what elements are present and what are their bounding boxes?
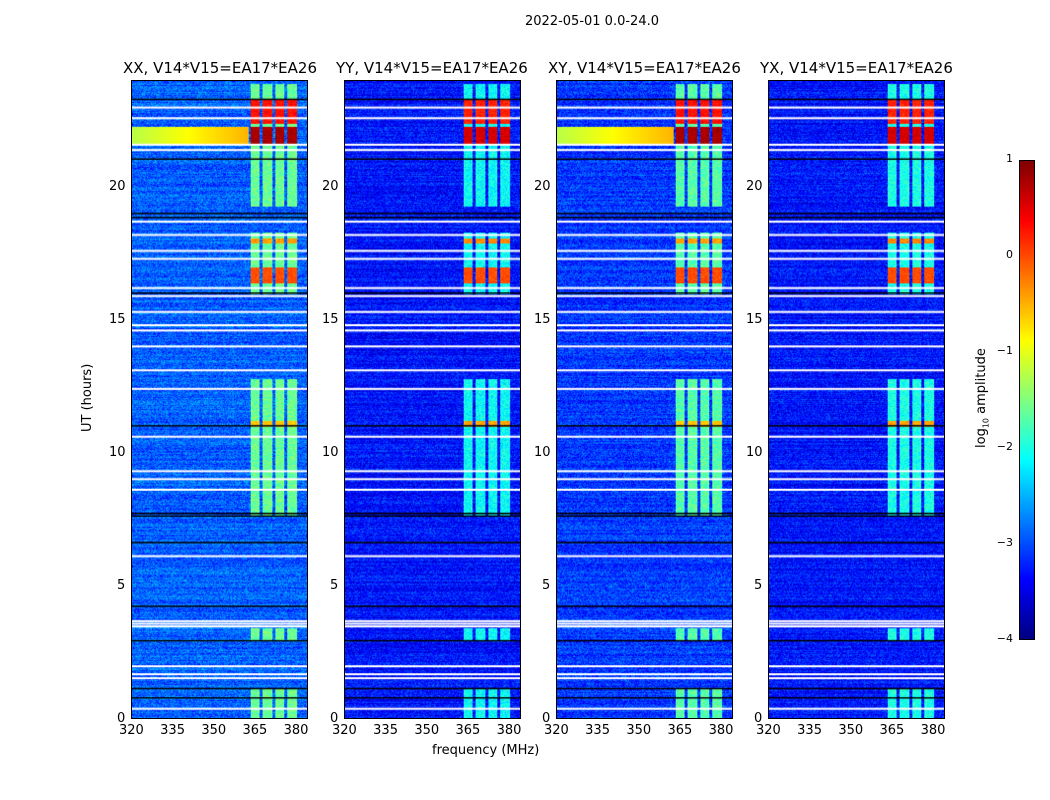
x-axis-label: frequency (MHz) [432,743,540,758]
x-tick-label: 320 [756,723,781,738]
y-tick-label: 15 [109,311,126,327]
y-tick-label: 20 [746,178,763,194]
x-tick-label: 365 [242,723,268,738]
y-tick-label: 0 [330,711,339,726]
colorbar-label: log10 amplitude [974,348,991,448]
spectrogram-panel [131,80,308,719]
colorbar-tick-label: 0 [1006,248,1013,261]
y-tick-label: 5 [754,577,763,593]
suptitle: 2022-05-01 0.0-24.0 [525,14,659,29]
panel-title: YX, V14*V15=EA17*EA26 [760,59,953,77]
colorbar-gradient [1020,161,1034,639]
x-tick-label: 380 [496,723,522,738]
x-tick-label: 365 [455,723,481,738]
y-tick-label: 0 [542,711,551,726]
x-tick-label: 350 [414,723,440,738]
spectrogram-heatmap [769,81,944,718]
panel-title: YY, V14*V15=EA17*EA26 [336,59,528,77]
y-tick-label: 5 [542,577,551,593]
y-tick-label: 0 [117,711,126,726]
spectrogram-panel [344,80,521,719]
spectrogram-heatmap [132,81,307,718]
y-tick-label: 5 [330,577,339,593]
x-tick-label: 350 [626,723,652,738]
y-tick-label: 0 [754,711,763,726]
x-tick-label: 320 [119,723,144,738]
y-tick-label: 20 [322,178,339,194]
colorbar [1019,160,1035,640]
x-tick-label: 365 [879,723,905,738]
x-tick-label: 335 [797,723,822,738]
spectrogram-heatmap [557,81,732,718]
x-tick-label: 350 [201,723,227,738]
y-axis-label: UT (hours) [80,363,95,432]
x-tick-label: 350 [838,723,864,738]
spectrogram-panel [556,80,733,719]
y-tick-label: 10 [746,444,763,460]
colorbar-tick-label: −4 [996,632,1013,645]
y-tick-label: 20 [109,178,126,194]
x-tick-label: 335 [160,723,185,738]
y-tick-label: 5 [117,577,126,593]
x-tick-label: 365 [667,723,693,738]
y-tick-label: 15 [534,311,551,327]
y-tick-label: 10 [109,444,126,460]
panel-title: XY, V14*V15=EA17*EA26 [548,59,741,77]
y-tick-label: 20 [534,178,551,194]
y-tick-label: 15 [746,311,763,327]
colorbar-tick-label: −1 [996,344,1013,357]
x-tick-label: 320 [332,723,357,738]
x-tick-label: 380 [920,723,946,738]
y-tick-label: 10 [534,444,551,460]
spectrogram-heatmap [345,81,520,718]
x-tick-label: 335 [373,723,398,738]
x-tick-label: 380 [283,723,309,738]
colorbar-tick-label: 1 [1006,152,1013,165]
x-tick-label: 335 [585,723,610,738]
x-tick-label: 380 [708,723,734,738]
colorbar-tick-label: −3 [996,536,1013,549]
spectrogram-panel [768,80,945,719]
x-tick-label: 320 [544,723,569,738]
colorbar-tick-label: −2 [996,440,1013,453]
y-tick-label: 10 [322,444,339,460]
y-tick-label: 15 [322,311,339,327]
panel-title: XX, V14*V15=EA17*EA26 [123,59,318,77]
